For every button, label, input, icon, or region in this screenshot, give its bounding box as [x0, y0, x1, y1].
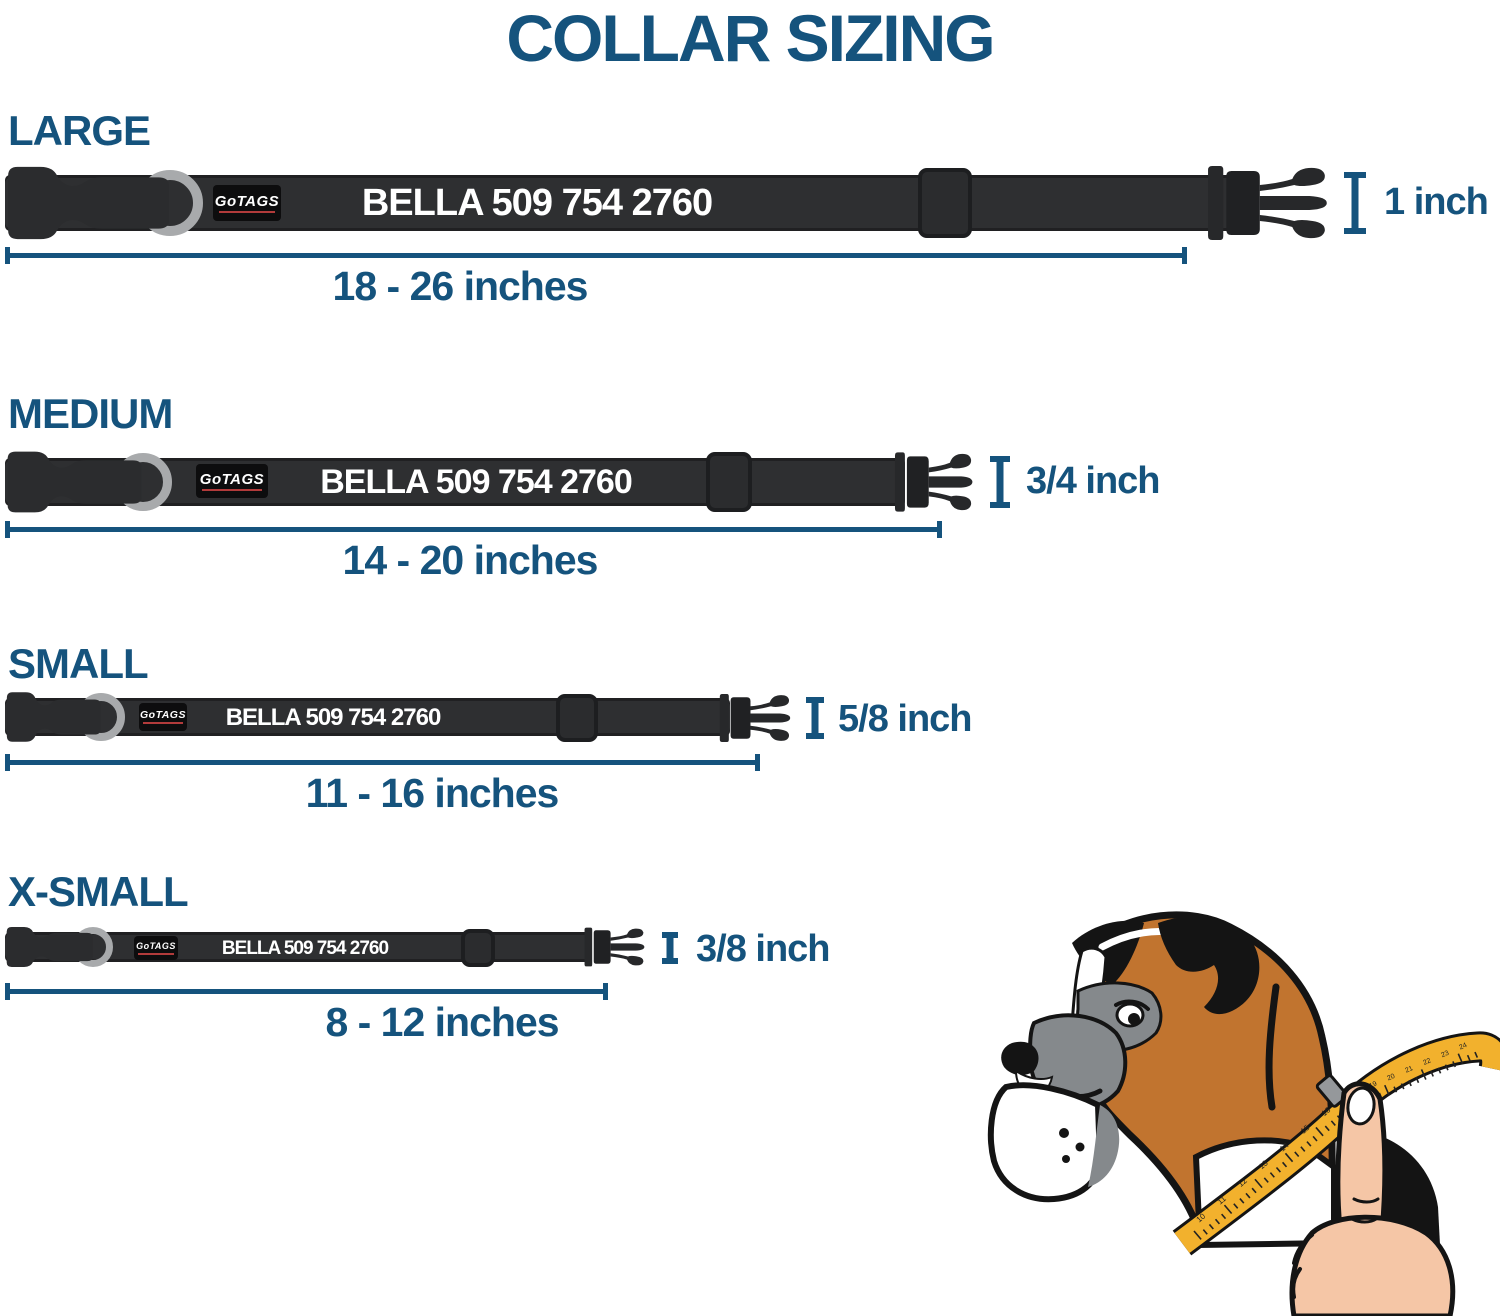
width-label: 5/8 inch	[838, 698, 972, 740]
knuckle-line	[1350, 1217, 1378, 1224]
female-buckle	[8, 166, 169, 240]
width-indicator	[806, 697, 824, 739]
size-label: LARGE	[8, 107, 151, 154]
size-label: SMALL	[8, 640, 149, 687]
palm	[1289, 1214, 1456, 1316]
tri-glide-slider	[918, 168, 972, 238]
personalized-name: BELLA 509 754 2760	[361, 182, 713, 224]
gotags-logo-patch: GoTAGS	[213, 185, 281, 221]
size-label: MEDIUM	[8, 390, 173, 437]
dog-ear-back	[1158, 916, 1260, 1015]
personalized-name: BELLA 509 754 2760	[320, 463, 633, 501]
dog-nose	[1001, 1041, 1039, 1076]
jowl-spot	[1059, 1128, 1069, 1138]
neck-crease	[1265, 983, 1280, 1111]
brand-logo-text: GoTAGS	[136, 940, 176, 951]
width-indicator	[1344, 172, 1366, 234]
female-buckle	[6, 927, 93, 967]
male-buckle	[894, 452, 973, 512]
female-buckle	[7, 451, 142, 513]
tri-glide-slider	[556, 694, 598, 742]
length-range: 8 - 12 inches	[325, 999, 559, 1045]
width-label: 1 inch	[1384, 181, 1489, 223]
collar-strap	[5, 698, 730, 736]
svg-text:22: 22	[1422, 1057, 1432, 1067]
length-measure-line	[5, 754, 760, 771]
finger-fold	[1292, 1233, 1314, 1265]
personalized-name: BELLA 509 754 2760	[221, 938, 389, 959]
gotags-logo-patch: GoTAGS	[134, 936, 178, 960]
brand-logo-text: GoTAGS	[214, 192, 280, 210]
size-label: X-SMALL	[8, 868, 189, 915]
dog-pupil	[1128, 1013, 1140, 1025]
fingernail	[1346, 1086, 1376, 1126]
width-indicator	[990, 456, 1010, 508]
svg-text:23: 23	[1440, 1050, 1450, 1060]
collar-strap	[5, 175, 1240, 231]
brand-logo-text: GoTAGS	[140, 708, 186, 721]
logo-underline	[202, 488, 262, 491]
logo-underline	[137, 952, 175, 955]
width-indicator	[662, 932, 678, 964]
gotags-logo-patch: GoTAGS	[196, 464, 268, 498]
dog-measuring-illustration: 1011121314151618192021222324	[987, 911, 1500, 1316]
dog-jowl	[987, 1082, 1104, 1203]
male-buckle	[719, 693, 791, 743]
female-buckle	[6, 692, 101, 742]
jowl-spot	[1075, 1142, 1085, 1152]
logo-underline	[143, 722, 183, 725]
personalized-name: BELLA 509 754 2760	[225, 704, 442, 731]
measuring-tape: 1011121314151618192021222324	[1172, 1031, 1500, 1256]
brand-logo-text: GoTAGS	[199, 470, 265, 488]
width-label: 3/8 inch	[696, 928, 830, 970]
length-range: 14 - 20 inches	[342, 537, 599, 583]
svg-text:21: 21	[1404, 1065, 1414, 1075]
finger-fold	[1291, 1267, 1302, 1299]
length-measure-line	[5, 983, 608, 1000]
jowl-spot	[1062, 1155, 1070, 1163]
width-label: 3/4 inch	[1026, 460, 1160, 502]
svg-text:19: 19	[1368, 1081, 1378, 1091]
dog-jaw-shade	[1088, 1105, 1120, 1187]
gotags-logo-patch: GoTAGS	[139, 703, 187, 731]
tri-glide-slider	[461, 929, 495, 967]
male-buckle	[584, 927, 645, 967]
length-measure-line	[5, 521, 942, 538]
length-range: 18 - 26 inches	[332, 263, 589, 309]
length-range: 11 - 16 inches	[305, 770, 560, 816]
hand	[1289, 1081, 1456, 1316]
page-title: COLLAR SIZING	[506, 1, 995, 75]
length-measure-line	[5, 247, 1187, 264]
male-buckle	[1208, 166, 1327, 240]
svg-text:20: 20	[1386, 1073, 1396, 1083]
svg-text:24: 24	[1458, 1042, 1468, 1052]
index-finger	[1335, 1081, 1388, 1236]
dog-eyelid	[1114, 999, 1150, 1011]
tri-glide-slider	[706, 452, 752, 512]
knuckle-line	[1352, 1197, 1380, 1204]
logo-underline	[219, 210, 275, 213]
